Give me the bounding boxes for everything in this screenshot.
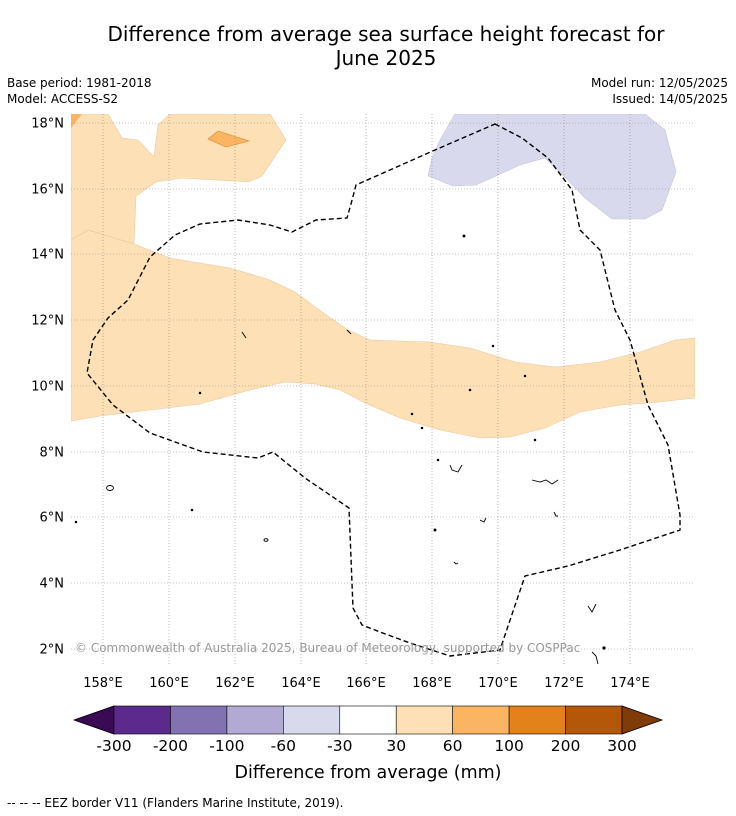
colorbar-segment <box>170 705 228 735</box>
lat-label: 8°N <box>40 446 65 461</box>
lon-label: 158°E <box>83 676 123 691</box>
eez-footnote: -- -- -- EEZ border V11 (Flanders Marine… <box>7 796 344 810</box>
colorbar-extend-high <box>621 705 664 735</box>
lat-label: 16°N <box>31 183 64 198</box>
anomaly-band-30-60 <box>71 229 695 439</box>
eez-border <box>86 123 681 657</box>
lon-label: 162°E <box>215 676 255 691</box>
lat-label: 14°N <box>31 248 64 263</box>
copyright-text: © Commonwealth of Australia 2025, Bureau… <box>75 641 580 655</box>
colorbar-tick-label: -200 <box>153 737 188 755</box>
lon-label: 174°E <box>610 676 650 691</box>
colorbar-segment <box>508 705 566 735</box>
issued-date: Issued: 14/05/2025 <box>612 92 728 106</box>
meta-left: Base period: 1981-2018 Model: ACCESS-S2 <box>7 75 152 107</box>
lat-label: 10°N <box>31 380 64 395</box>
anomaly-region-60-100-corner <box>71 114 82 128</box>
colorbar-tick-label: -30 <box>327 737 352 755</box>
colorbar-tick-label: -60 <box>271 737 296 755</box>
lat-label: 2°N <box>40 643 65 658</box>
lat-label: 6°N <box>40 511 65 526</box>
gridlines <box>71 114 695 664</box>
anomaly-region-60-100-small <box>207 130 251 148</box>
lon-labels: 158°E 160°E 162°E 164°E 166°E 168°E 170°E 172°E… <box>83 676 650 691</box>
map-plot <box>71 114 695 664</box>
colorbar-segment <box>452 705 510 735</box>
lat-label: 18°N <box>31 117 64 132</box>
lon-label: 170°E <box>478 676 518 691</box>
colorbar-tick-label: 30 <box>386 737 406 755</box>
map-title: Difference from average sea surface heig… <box>60 22 712 70</box>
lon-label: 166°E <box>346 676 386 691</box>
base-period: Base period: 1981-2018 <box>7 76 152 90</box>
colorbar-title: Difference from average (mm) <box>234 763 501 783</box>
lon-label: 160°E <box>149 676 189 691</box>
colorbar-tick-label: 300 <box>607 737 637 755</box>
title-line-2: June 2025 <box>335 46 437 70</box>
title-line-1: Difference from average sea surface heig… <box>107 22 665 46</box>
colorbar-tick-label: 60 <box>443 737 463 755</box>
colorbar-tick-label: 200 <box>551 737 581 755</box>
model-name: Model: ACCESS-S2 <box>7 92 119 106</box>
colorbar-tick-label: 100 <box>494 737 524 755</box>
colorbar-segment <box>283 705 341 735</box>
colorbar-segment <box>226 705 284 735</box>
islands <box>74 234 606 664</box>
colorbar-segment <box>339 705 397 735</box>
colorbar: -300 -200 -100 -60 -30 30 60 100 200 300 <box>72 705 664 755</box>
meta-right: Model run: 12/05/2025 Issued: 14/05/2025 <box>591 75 728 107</box>
lat-label: 4°N <box>40 577 65 592</box>
colorbar-tick-label: -100 <box>209 737 244 755</box>
lon-label: 172°E <box>544 676 584 691</box>
colorbar-segment <box>113 705 171 735</box>
model-run: Model run: 12/05/2025 <box>590 76 728 90</box>
lon-label: 168°E <box>412 676 452 691</box>
lon-label: 164°E <box>281 676 321 691</box>
colorbar-segment <box>565 705 623 735</box>
lat-label: 12°N <box>31 314 64 329</box>
colorbar-extend-low <box>72 705 115 735</box>
anomaly-region-30-60-north <box>71 114 287 245</box>
lat-labels: 2°N 4°N 6°N 8°N 10°N 12°N 14°N 16°N 18°N <box>31 117 64 658</box>
anomaly-region-neg30-neg60 <box>427 114 677 220</box>
colorbar-segment <box>395 705 453 735</box>
colorbar-tick-label: -300 <box>96 737 131 755</box>
